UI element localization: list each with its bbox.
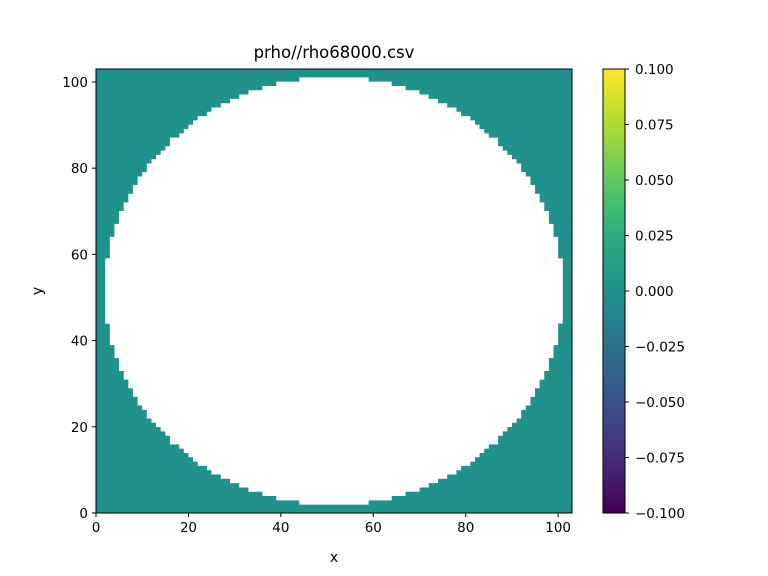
- plot-area: [95, 68, 573, 514]
- plot-frame: [95, 68, 573, 514]
- x-tick-label: 80: [457, 520, 474, 536]
- colorbar-tick-label: 0.050: [635, 173, 674, 189]
- colorbar-gradient: [602, 68, 626, 514]
- x-tick-label: 40: [272, 520, 289, 536]
- x-tick-label: 0: [92, 520, 101, 536]
- y-tick-label: 60: [71, 247, 88, 263]
- y-axis-label: y: [30, 287, 46, 295]
- x-tick-label: 100: [545, 520, 571, 536]
- x-tick-label: 60: [365, 520, 382, 536]
- x-tick-label: 20: [180, 520, 197, 536]
- y-tick-label: 80: [71, 161, 88, 177]
- x-axis: 0 20 40 60 80 100: [92, 513, 571, 536]
- colorbar-tick-label: −0.075: [635, 451, 685, 467]
- colorbar-tick-label: 0.075: [635, 118, 674, 134]
- x-axis-label: x: [330, 550, 338, 566]
- colorbar-tick-label: 0.025: [635, 229, 674, 245]
- y-tick-label: 100: [62, 75, 88, 91]
- colorbar-tick-label: 0.000: [635, 284, 674, 300]
- y-axis: 0 20 40 60 80 100: [62, 75, 96, 522]
- y-tick-label: 40: [71, 334, 88, 350]
- colorbar: 0.100 0.075 0.050 0.025 0.000 −0.025 −0.050 −0.…: [602, 62, 685, 522]
- colorbar-tick-label: −0.025: [635, 340, 685, 356]
- colorbar-tick-label: 0.100: [635, 62, 674, 78]
- masked-region: [105, 77, 563, 505]
- colorbar-ticks: 0.100 0.075 0.050 0.025 0.000 −0.025 −0.050 −0.…: [625, 62, 685, 522]
- y-tick-label: 20: [71, 420, 88, 436]
- colorbar-tick-label: −0.050: [635, 395, 685, 411]
- y-tick-label: 0: [79, 506, 88, 522]
- chart-title: prho//rho68000.csv: [254, 43, 415, 62]
- colorbar-tick-label: −0.100: [635, 506, 685, 522]
